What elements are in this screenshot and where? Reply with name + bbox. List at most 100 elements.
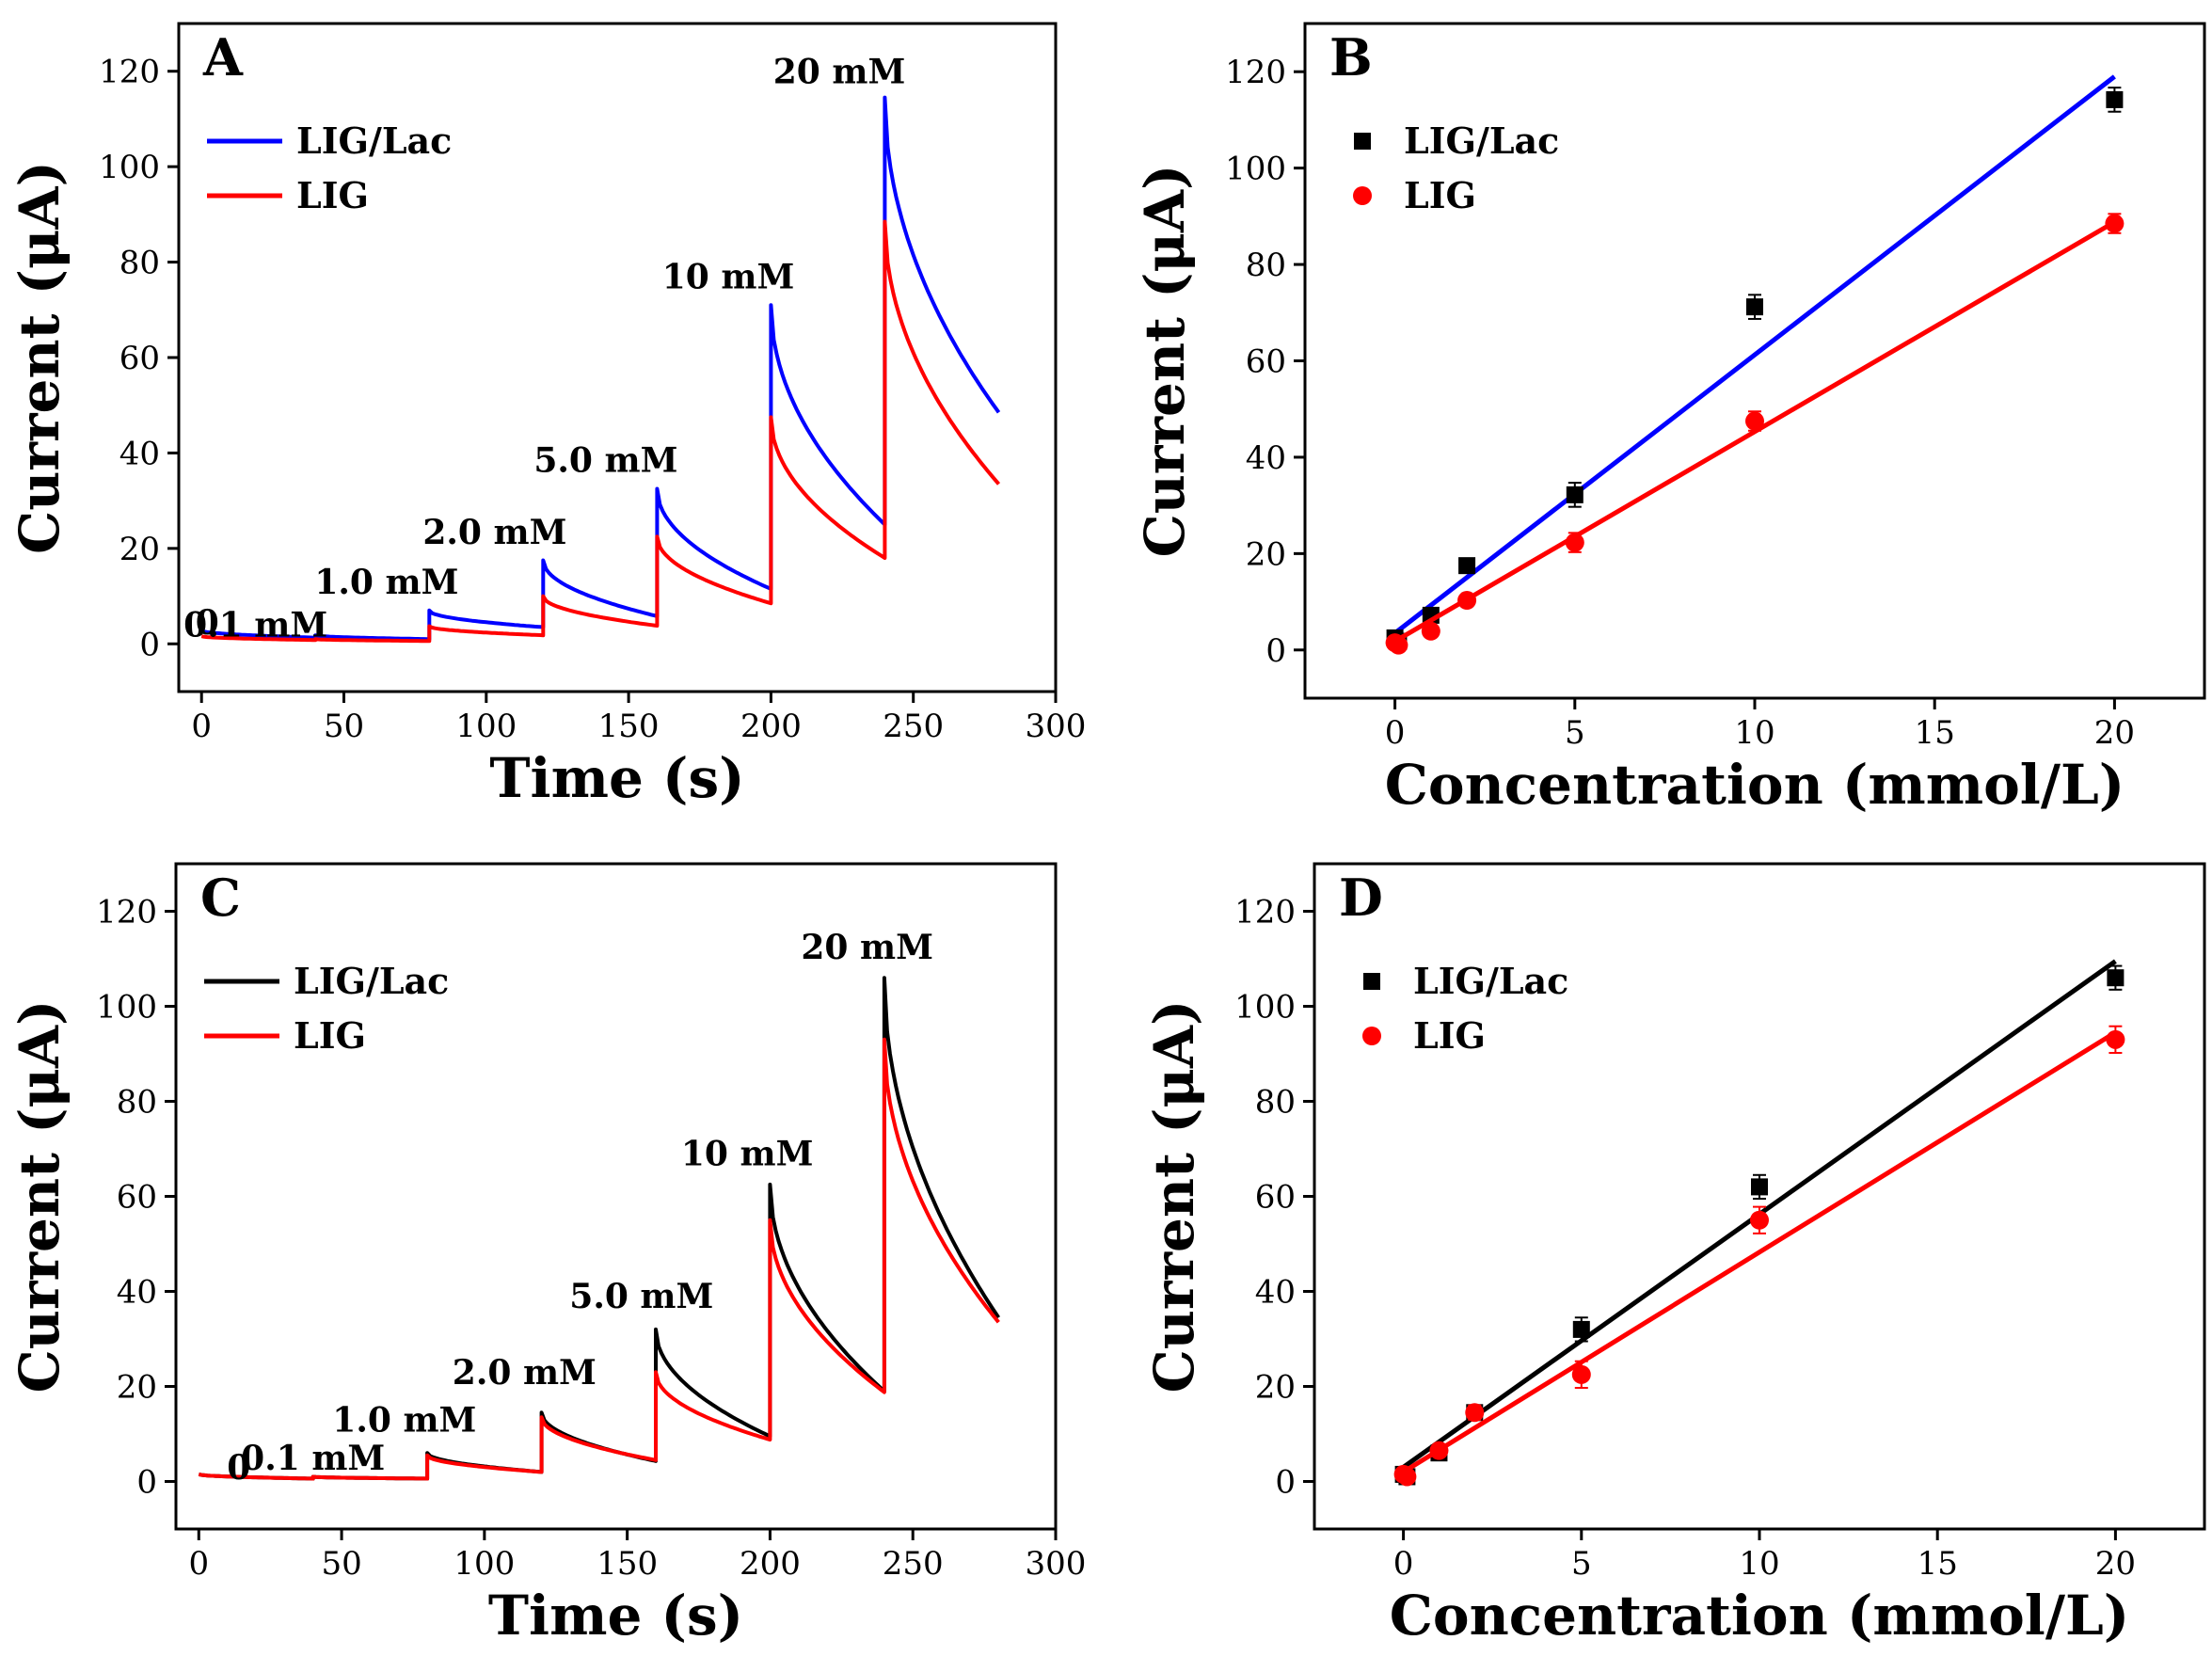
panel-letter: D — [1339, 868, 1383, 928]
step-annotation: 0 — [196, 603, 219, 643]
y-tick-label: 80 — [117, 1084, 157, 1122]
panel-letter: A — [202, 27, 244, 88]
data-point — [1465, 1403, 1485, 1423]
x-tick-label: 100 — [455, 708, 517, 745]
x-tick-label: 300 — [1026, 708, 1087, 745]
step-annotation: 1.0 mM — [314, 563, 458, 602]
legend-label: LIG — [294, 1014, 366, 1057]
y-tick-label: 40 — [1255, 1274, 1296, 1312]
data-point — [1572, 1320, 1590, 1338]
x-tick-label: 5 — [1565, 714, 1585, 752]
y-tick-label: 100 — [1234, 989, 1296, 1027]
data-point — [2105, 214, 2124, 233]
fit-line — [1393, 219, 2116, 644]
step-annotation: 10 mM — [681, 1135, 814, 1174]
panel-b: 0 5 10 15 20 0 20 40 60 80 100 120 Concentration (mm… — [1133, 22, 2206, 817]
y-tick-label: 40 — [1246, 439, 1286, 477]
plot-area — [1385, 74, 2124, 655]
x-tick-label: 300 — [1026, 1545, 1087, 1583]
y-tick-label: 120 — [96, 894, 157, 932]
legend-label: LIG/Lac — [296, 119, 452, 162]
x-tick-label: 0 — [191, 708, 212, 745]
y-tick-label: 40 — [117, 1274, 157, 1312]
legend-label: LIG/Lac — [1404, 119, 1559, 162]
x-axis-label: Concentration (mmol/L) — [1390, 1584, 2130, 1648]
data-point — [1429, 1441, 1449, 1460]
y-tick-label: 0 — [136, 1464, 157, 1502]
data-point — [2106, 90, 2124, 108]
data-point — [1421, 621, 1440, 641]
fit-line — [1402, 1030, 2117, 1474]
x-tick-label: 100 — [454, 1545, 515, 1583]
x-tick-label: 10 — [1734, 714, 1774, 752]
data-point — [2106, 1029, 2125, 1049]
x-axis-label: Concentration (mmol/L) — [1385, 753, 2125, 817]
data-point — [1750, 1210, 1769, 1230]
panel-a: 0 50 100 150 200 250 300 0 20 40 60 80 100 120 Time (s… — [8, 22, 1087, 810]
data-point — [1746, 298, 1763, 316]
data-point — [1397, 1467, 1417, 1487]
series-line-lig — [198, 1037, 1000, 1481]
y-tick-label: 120 — [1234, 894, 1296, 932]
legend-label: LIG — [1413, 1014, 1486, 1057]
x-tick-label: 200 — [740, 1545, 801, 1583]
fit-line — [1393, 74, 2116, 635]
legend-label: LIG/Lac — [1413, 960, 1568, 1002]
x-tick-label: 20 — [2094, 714, 2135, 752]
y-tick-label: 120 — [1225, 54, 1286, 91]
step-annotation: 2.0 mM — [422, 513, 566, 552]
legend-label: LIG — [1404, 174, 1476, 216]
y-tick-label: 0 — [1275, 1464, 1296, 1502]
step-annotation: 20 mM — [801, 928, 933, 967]
data-point — [1566, 486, 1583, 503]
y-tick-label: 80 — [119, 245, 160, 282]
step-annotation: 0.1 mM — [183, 606, 327, 645]
step-annotation: 20 mM — [773, 52, 906, 91]
y-tick-label: 120 — [99, 54, 160, 91]
data-point — [1571, 1364, 1591, 1384]
x-tick-label: 150 — [597, 1545, 658, 1583]
plot-area — [200, 95, 1001, 644]
y-tick-label: 100 — [96, 989, 157, 1027]
y-tick-label: 60 — [117, 1179, 157, 1217]
x-axis-label: Time (s) — [489, 746, 744, 810]
x-tick-label: 0 — [1385, 714, 1406, 752]
series-line-lig-lac — [200, 95, 1001, 642]
x-tick-label: 150 — [598, 708, 660, 745]
step-annotation: 0 — [227, 1448, 250, 1488]
legend-label: LIG — [296, 174, 369, 216]
x-tick-label: 15 — [1915, 714, 1955, 752]
data-point — [1751, 1178, 1768, 1196]
x-tick-label: 50 — [324, 708, 364, 745]
data-point — [1457, 591, 1477, 611]
y-tick-label: 60 — [119, 340, 160, 377]
x-axis-label: Time (s) — [488, 1584, 743, 1648]
x-tick-label: 250 — [883, 1545, 944, 1583]
legend-marker — [1354, 133, 1371, 150]
y-tick-label: 100 — [1225, 151, 1286, 188]
plot-area — [198, 976, 1000, 1481]
panel-letter: C — [200, 868, 241, 928]
y-tick-label: 0 — [139, 626, 160, 663]
y-tick-label: 100 — [99, 149, 160, 186]
x-tick-label: 20 — [2095, 1545, 2136, 1583]
y-tick-label: 60 — [1255, 1179, 1296, 1217]
y-axis-label: Current (μA) — [8, 161, 72, 554]
y-tick-label: 60 — [1246, 343, 1286, 381]
step-annotation: 1.0 mM — [332, 1400, 476, 1440]
x-tick-label: 200 — [740, 708, 802, 745]
step-annotation: 10 mM — [662, 257, 795, 296]
x-tick-label: 10 — [1739, 1545, 1779, 1583]
x-tick-label: 250 — [883, 708, 944, 745]
legend-marker — [1362, 1027, 1381, 1045]
panel-d: 0 5 10 15 20 0 20 40 60 80 100 120 Concentration (mm… — [1142, 862, 2206, 1648]
y-axis-label: Current (μA) — [1142, 1000, 1206, 1393]
y-axis-label: Current (μA) — [8, 1000, 72, 1393]
x-tick-label: 0 — [1393, 1545, 1414, 1583]
y-tick-label: 20 — [119, 531, 160, 568]
data-point — [1745, 411, 1764, 431]
panel-letter: B — [1329, 27, 1373, 88]
data-point — [1565, 533, 1584, 552]
y-tick-label: 0 — [1265, 632, 1286, 670]
step-annotation: 5.0 mM — [569, 1277, 713, 1316]
